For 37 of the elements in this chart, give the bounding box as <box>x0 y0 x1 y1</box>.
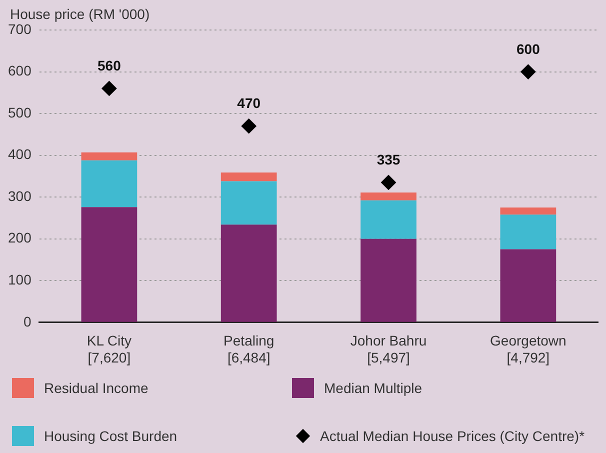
legend-label: Actual Median House Prices (City Centre)* <box>320 428 585 444</box>
y-tick-label: 400 <box>8 146 32 162</box>
legend-label: Residual Income <box>44 380 148 396</box>
bar <box>360 238 416 322</box>
x-tick-label: Petaling [6,484] <box>224 332 274 366</box>
y-tick-label: 0 <box>24 313 32 330</box>
bar <box>360 200 416 239</box>
y-axis-title: House price (RM '000) <box>10 6 150 22</box>
data-label: 335 <box>376 151 400 168</box>
bar <box>220 172 277 182</box>
y-tick-label: 700 <box>8 20 32 37</box>
point <box>520 64 536 80</box>
point <box>241 118 256 134</box>
bar <box>220 224 277 322</box>
point <box>381 174 396 190</box>
point <box>102 80 117 96</box>
y-tick-label: 100 <box>8 271 32 288</box>
legend-label: Median Multiple <box>324 380 422 396</box>
bar <box>500 208 556 215</box>
x-tick-label: Georgetown [4,792] <box>490 332 566 366</box>
y-tick-label: 600 <box>8 62 32 79</box>
y-tick-label: 500 <box>8 104 32 120</box>
x-tick-label: Johor Bahru [5,497] <box>350 332 427 366</box>
data-label: 600 <box>516 40 540 57</box>
legend-label: Housing Cost Burden <box>44 428 178 444</box>
y-tick-label: 300 <box>8 188 32 204</box>
data-label: 560 <box>98 57 122 74</box>
data-label: 470 <box>237 95 261 112</box>
y-tick-label: 200 <box>8 230 32 246</box>
bar <box>500 214 556 250</box>
bar <box>500 249 556 322</box>
bar <box>220 181 277 225</box>
bar <box>81 207 138 322</box>
bar <box>360 192 416 200</box>
bar <box>81 152 138 160</box>
x-tick-label: KL City [7,620] <box>86 332 132 366</box>
bar <box>81 160 138 208</box>
